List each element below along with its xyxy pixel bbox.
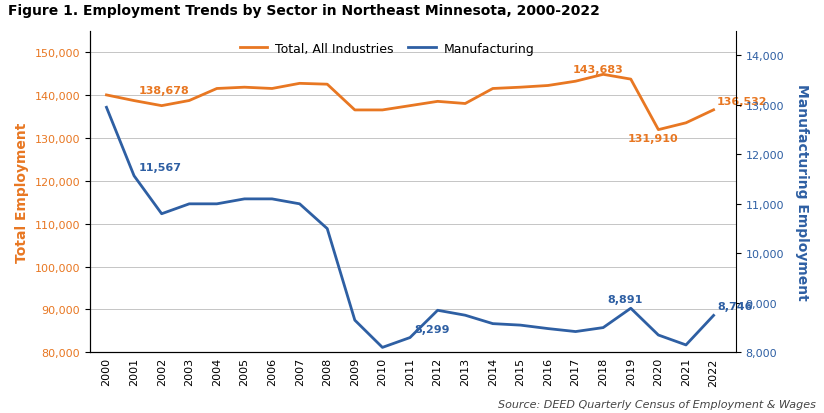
Y-axis label: Total Employment: Total Employment — [15, 122, 29, 262]
Text: 136,532: 136,532 — [716, 97, 767, 107]
Text: 8,746: 8,746 — [718, 302, 753, 312]
Text: 143,683: 143,683 — [573, 65, 623, 75]
Text: 8,891: 8,891 — [607, 294, 643, 304]
Text: 131,910: 131,910 — [628, 134, 678, 144]
Text: 11,567: 11,567 — [138, 162, 181, 172]
Text: Source: DEED Quarterly Census of Employment & Wages: Source: DEED Quarterly Census of Employm… — [498, 399, 816, 409]
Text: 8,299: 8,299 — [414, 324, 450, 334]
Text: 138,678: 138,678 — [138, 86, 189, 96]
Text: Figure 1. Employment Trends by Sector in Northeast Minnesota, 2000-2022: Figure 1. Employment Trends by Sector in… — [8, 4, 600, 18]
Y-axis label: Manufacturing Employment: Manufacturing Employment — [795, 84, 809, 300]
Legend: Total, All Industries, Manufacturing: Total, All Industries, Manufacturing — [235, 38, 539, 61]
